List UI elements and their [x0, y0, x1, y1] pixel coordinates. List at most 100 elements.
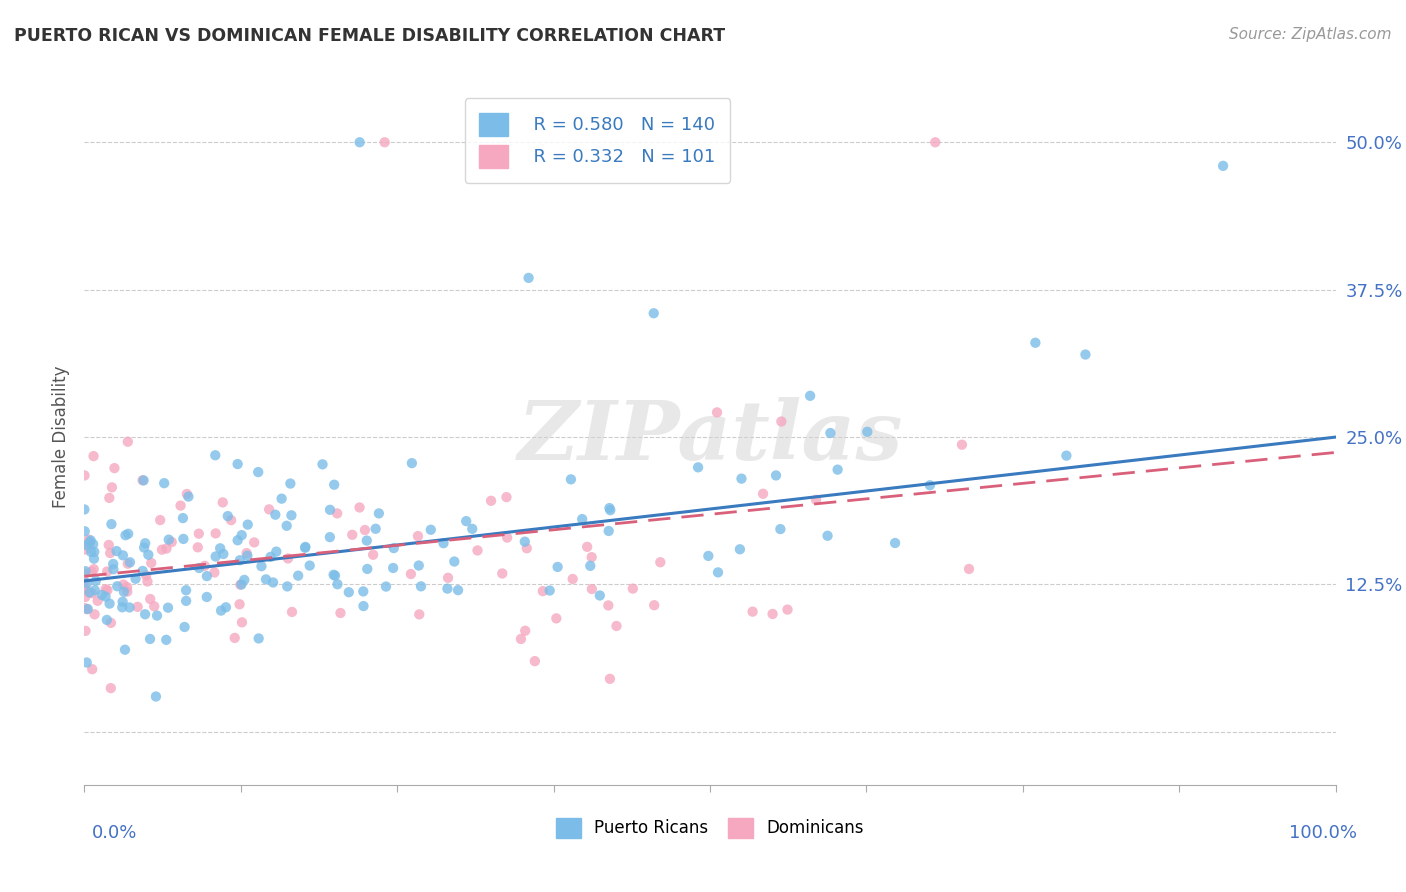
Point	[212, 547, 235, 561]
Point	[155, 541, 177, 556]
Point	[98, 491, 121, 505]
Point	[174, 594, 197, 608]
Point	[270, 491, 292, 506]
Point	[194, 558, 217, 573]
Point	[231, 528, 253, 542]
Point	[517, 271, 540, 285]
Point	[235, 546, 257, 560]
Point	[80, 586, 103, 600]
Point	[349, 500, 371, 515]
Point	[276, 518, 298, 533]
Y-axis label: Female Disability: Female Disability	[52, 366, 70, 508]
Point	[257, 502, 280, 516]
Point	[188, 561, 211, 575]
Point	[76, 576, 98, 591]
Point	[479, 493, 502, 508]
Point	[254, 573, 277, 587]
Point	[217, 509, 239, 524]
Point	[94, 590, 117, 604]
Point	[599, 503, 621, 517]
Point	[111, 549, 134, 563]
Point	[139, 632, 162, 646]
Point	[375, 580, 398, 594]
Point	[491, 566, 513, 581]
Point	[513, 534, 536, 549]
Point	[149, 513, 172, 527]
Point	[115, 580, 138, 594]
Point	[76, 602, 98, 616]
Point	[538, 583, 561, 598]
Point	[319, 530, 342, 544]
Point	[79, 535, 101, 549]
Point	[581, 550, 603, 565]
Point	[100, 615, 122, 630]
Point	[96, 565, 118, 579]
Point	[342, 528, 364, 542]
Point	[323, 568, 346, 582]
Point	[118, 555, 141, 569]
Point	[281, 605, 304, 619]
Point	[364, 522, 387, 536]
Point	[456, 514, 478, 528]
Point	[443, 555, 465, 569]
Point	[117, 557, 139, 571]
Legend: Puerto Ricans, Dominicans: Puerto Ricans, Dominicans	[547, 809, 873, 847]
Point	[111, 600, 134, 615]
Point	[77, 533, 100, 547]
Point	[447, 583, 470, 598]
Point	[76, 602, 98, 616]
Point	[461, 522, 484, 536]
Point	[408, 558, 430, 573]
Point	[73, 502, 96, 516]
Point	[576, 540, 599, 554]
Point	[83, 449, 105, 463]
Point	[643, 306, 665, 320]
Point	[1024, 335, 1046, 350]
Point	[247, 632, 270, 646]
Point	[204, 549, 226, 564]
Point	[298, 558, 321, 573]
Point	[117, 526, 139, 541]
Point	[419, 523, 441, 537]
Point	[187, 526, 209, 541]
Point	[112, 577, 135, 591]
Point	[437, 571, 460, 585]
Point	[598, 599, 620, 613]
Point	[94, 582, 117, 597]
Point	[231, 615, 253, 630]
Point	[250, 559, 273, 574]
Point	[75, 590, 97, 604]
Text: 0.0%: 0.0%	[91, 824, 136, 842]
Point	[215, 600, 238, 615]
Point	[176, 487, 198, 501]
Point	[515, 624, 537, 638]
Point	[114, 642, 136, 657]
Point	[96, 583, 118, 598]
Point	[322, 567, 344, 582]
Point	[75, 624, 97, 638]
Point	[73, 582, 96, 597]
Point	[187, 541, 209, 555]
Point	[229, 553, 252, 567]
Point	[73, 575, 96, 590]
Point	[100, 681, 122, 695]
Point	[174, 583, 197, 598]
Point	[132, 474, 155, 488]
Point	[408, 607, 430, 622]
Point	[195, 569, 218, 583]
Point	[323, 477, 346, 491]
Point	[202, 566, 225, 580]
Point	[101, 480, 124, 494]
Point	[84, 574, 107, 588]
Point	[1212, 159, 1234, 173]
Point	[204, 526, 226, 541]
Point	[650, 555, 672, 569]
Point	[401, 456, 423, 470]
Point	[157, 600, 180, 615]
Point	[399, 567, 422, 582]
Point	[510, 632, 533, 646]
Point	[770, 415, 793, 429]
Point	[96, 613, 118, 627]
Point	[856, 425, 879, 439]
Point	[311, 458, 333, 472]
